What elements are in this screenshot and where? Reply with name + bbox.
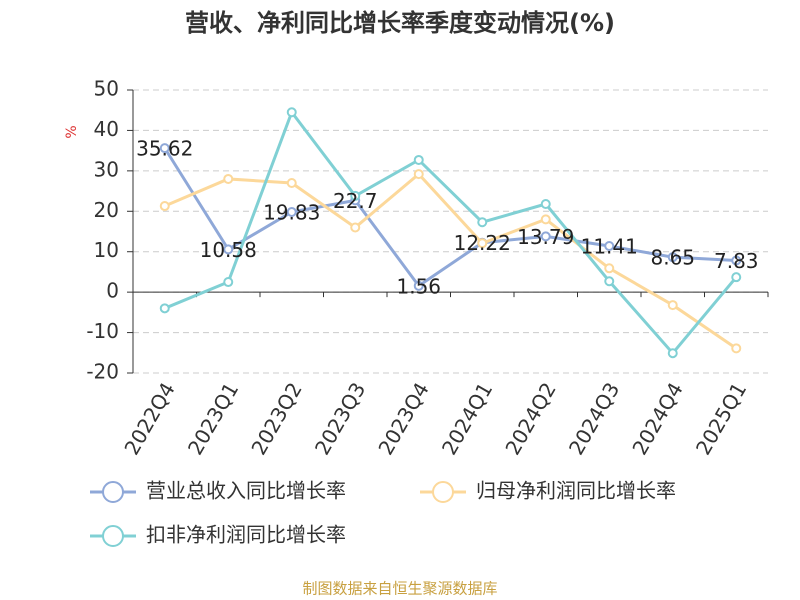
y-tick-label: -10: [86, 319, 119, 343]
data-point: [540, 199, 551, 210]
x-tick-label: 2023Q1: [183, 378, 243, 459]
data-label: 12.22: [454, 231, 511, 255]
data-point: [286, 206, 297, 217]
data-label: 11.41: [581, 235, 638, 259]
data-point: [731, 343, 742, 354]
data-label: 22.7: [333, 189, 378, 213]
data-label: 1.56: [396, 274, 441, 298]
data-label: 19.83: [263, 200, 320, 224]
legend-label: 营业总收入同比增长率: [146, 479, 346, 503]
data-point: [604, 263, 615, 274]
data-label: 13.79: [517, 225, 574, 249]
data-point: [286, 107, 297, 118]
data-point: [223, 244, 234, 255]
data-point: [540, 231, 551, 242]
series-line: [164, 172, 738, 350]
data-point: [286, 177, 297, 188]
x-tick-label: 2024Q3: [564, 378, 624, 459]
data-label: 10.58: [200, 238, 257, 262]
data-point: [667, 252, 678, 263]
data-point: [477, 217, 488, 228]
x-tick-label: 2025Q1: [691, 378, 751, 459]
legend-marker: [102, 525, 124, 547]
data-point: [159, 143, 170, 154]
legend-marker: [432, 481, 454, 503]
data-label: 35.62: [136, 137, 193, 161]
data-point: [413, 154, 424, 165]
data-point: [350, 222, 361, 233]
data-point: [413, 169, 424, 180]
data-point: [477, 238, 488, 249]
data-point: [604, 241, 615, 252]
data-point: [413, 280, 424, 291]
series-line: [163, 147, 737, 288]
data-point: [159, 201, 170, 212]
data-point: [223, 277, 234, 288]
x-tick-label: 2024Q4: [627, 378, 687, 459]
y-tick-label: -20: [86, 360, 119, 384]
chart-title: 营收、净利同比增长率季度变动情况(%): [185, 9, 615, 37]
y-axis-label: %: [64, 125, 80, 138]
data-label: 7.83: [714, 249, 759, 273]
legend-label: 扣非净利润同比增长率: [146, 523, 346, 547]
x-tick-label: 2023Q4: [373, 378, 433, 459]
data-label: 8.65: [650, 246, 695, 270]
data-point: [540, 214, 551, 225]
y-tick-label: 30: [94, 157, 119, 181]
data-point: [159, 303, 170, 314]
y-tick-label: 50: [94, 77, 119, 101]
legend-label: 归母净利润同比增长率: [476, 479, 676, 503]
x-tick-label: 2024Q1: [437, 378, 497, 459]
data-point: [731, 255, 742, 266]
x-tick-label: 2023Q3: [310, 378, 370, 459]
y-tick-label: 0: [106, 279, 119, 303]
data-point: [350, 190, 361, 201]
legend-marker: [102, 481, 124, 503]
y-tick-label: 40: [94, 117, 119, 141]
x-tick-label: 2023Q2: [246, 378, 306, 459]
data-point: [667, 348, 678, 359]
data-point: [667, 300, 678, 311]
source-note: 制图数据来自恒生聚源数据库: [302, 580, 497, 598]
data-point: [604, 276, 615, 287]
x-tick-label: 2024Q2: [500, 378, 560, 459]
y-tick-label: 10: [94, 238, 119, 262]
series-line: [164, 109, 738, 356]
x-tick-label: 2022Q4: [119, 378, 179, 459]
data-point: [223, 173, 234, 184]
y-tick-label: 20: [94, 198, 119, 222]
data-point: [731, 272, 742, 283]
